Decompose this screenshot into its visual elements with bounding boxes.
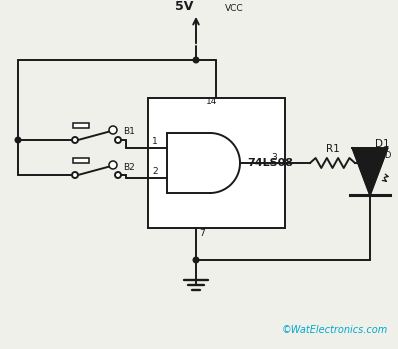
- Circle shape: [72, 137, 78, 143]
- Text: 7: 7: [199, 230, 205, 238]
- Text: 14: 14: [206, 97, 217, 106]
- Circle shape: [115, 172, 121, 178]
- Text: R1: R1: [326, 144, 339, 154]
- Bar: [73, 123, 89, 128]
- Text: D1: D1: [375, 139, 390, 149]
- Circle shape: [109, 161, 117, 169]
- Circle shape: [109, 126, 117, 134]
- Text: VCC: VCC: [225, 4, 244, 13]
- Bar: [148, 98, 285, 228]
- Text: 1: 1: [152, 138, 158, 147]
- Text: 2: 2: [152, 168, 158, 177]
- Text: 74LS08: 74LS08: [248, 158, 293, 168]
- Circle shape: [72, 172, 78, 178]
- Text: B1: B1: [123, 127, 135, 136]
- Polygon shape: [352, 148, 388, 195]
- Circle shape: [193, 257, 199, 263]
- Text: B2: B2: [123, 163, 135, 171]
- Circle shape: [193, 57, 199, 63]
- Circle shape: [115, 137, 121, 143]
- Text: 3: 3: [271, 153, 277, 162]
- Text: LED: LED: [375, 151, 391, 161]
- Text: ©WatElectronics.com: ©WatElectronics.com: [282, 325, 388, 335]
- Text: 5V: 5V: [175, 0, 193, 13]
- Circle shape: [15, 137, 21, 143]
- Bar: [73, 158, 89, 163]
